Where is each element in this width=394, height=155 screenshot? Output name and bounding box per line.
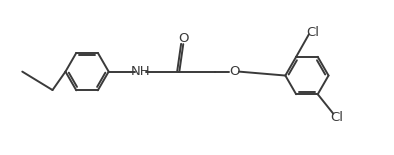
Text: Cl: Cl <box>330 111 343 124</box>
Text: O: O <box>229 65 240 78</box>
Text: Cl: Cl <box>306 26 319 39</box>
Text: NH: NH <box>130 65 150 78</box>
Text: O: O <box>178 32 188 45</box>
